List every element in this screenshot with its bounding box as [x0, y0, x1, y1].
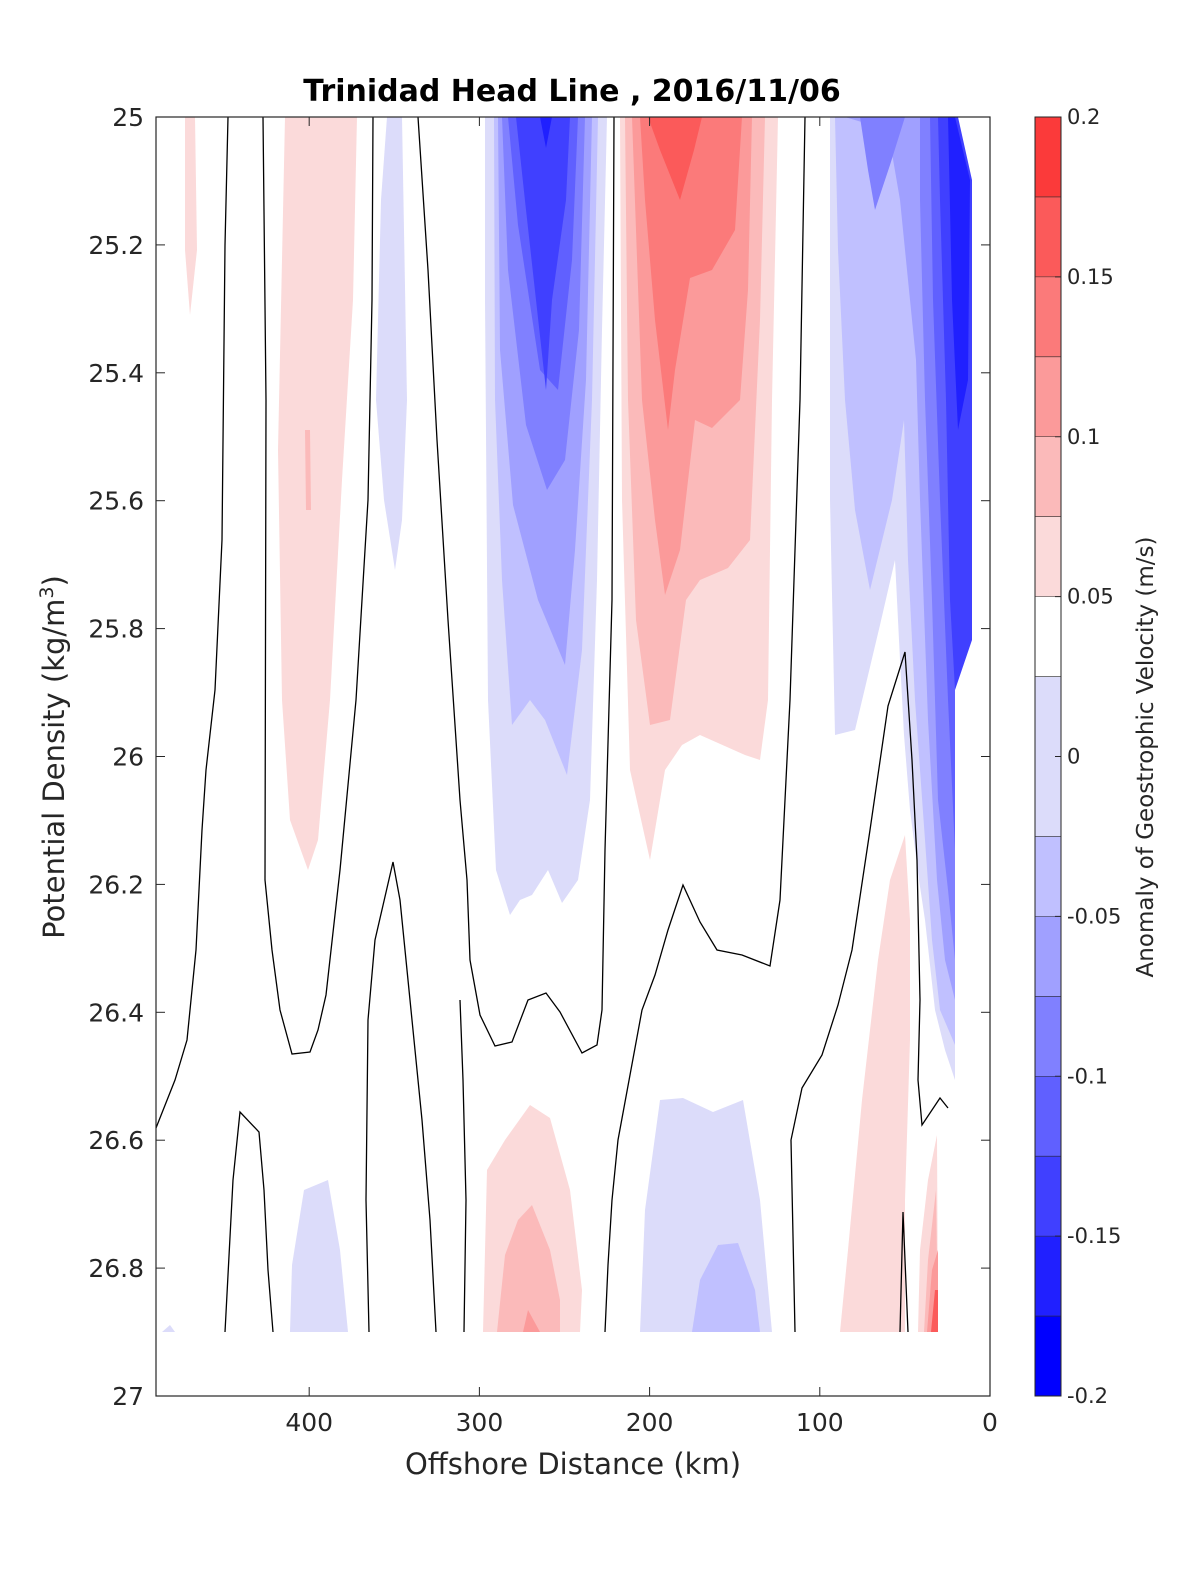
colorbar-segment: [1035, 516, 1061, 597]
zero-contour: [604, 116, 806, 1333]
x-tick-label: 300: [456, 1408, 504, 1437]
colorbar-segment: [1035, 836, 1061, 917]
y-tick-label: 26.2: [88, 870, 144, 899]
contour-fill: [648, 117, 702, 200]
colorbar-segment: [1035, 356, 1061, 437]
contour-fill: [376, 117, 407, 570]
x-tick-label: 100: [796, 1408, 844, 1437]
zero-contour: [417, 116, 615, 1054]
y-axis-label: Potential Density (kg/m3): [36, 575, 71, 939]
colorbar-segment: [1035, 1076, 1061, 1157]
x-tick-label: 0: [982, 1408, 998, 1437]
colorbar-tick-label: -0.15: [1067, 1224, 1121, 1248]
colorbar-segment: [1035, 196, 1061, 277]
colorbar-ticks: 0.2 0.15 0.1 0.05 0 -0.05 -0.1 -0.15 -0.2: [1055, 105, 1121, 1408]
contour-fill: [523, 1310, 540, 1332]
colorbar-segment: [1035, 117, 1061, 197]
contour-fill: [278, 117, 357, 870]
zero-contour: [224, 1110, 274, 1333]
colorbar-tick-label: -0.05: [1067, 904, 1121, 928]
colorbar-segment: [1035, 1156, 1061, 1237]
zero-contour: [262, 116, 374, 1055]
y-axis-label-superscript: 3: [36, 586, 58, 598]
colorbar-segment: [1035, 996, 1061, 1077]
colorbar-segment: [1035, 596, 1061, 677]
y-tick-label: 25.4: [88, 359, 144, 388]
contour-fill: [305, 430, 311, 510]
contour-fill: [162, 1325, 175, 1332]
contour-fill: [185, 117, 197, 315]
colorbar-tick-label: -0.1: [1067, 1064, 1108, 1088]
zero-contour: [155, 116, 229, 1129]
y-tick-label: 25.2: [88, 231, 144, 260]
colorbar-tick-label: 0.1: [1067, 425, 1100, 449]
y-axis-label-close: ): [37, 575, 71, 586]
contour-fill: [516, 117, 570, 390]
y-tick-label: 26.4: [88, 998, 144, 1027]
colorbar-segment: [1035, 916, 1061, 997]
y-tick-label: 26.8: [88, 1254, 144, 1283]
y-tick-label: 25.8: [88, 615, 144, 644]
colorbar-segment: [1035, 276, 1061, 357]
contour-fills: [162, 117, 972, 1332]
zero-contour-lines: [155, 116, 949, 1333]
y-tick-label: 25: [112, 103, 144, 132]
zero-contour: [365, 861, 437, 1333]
colorbar-tick-label: 0.2: [1067, 105, 1100, 129]
contour-fill: [640, 117, 742, 430]
x-tick-label: 200: [626, 1408, 674, 1437]
plot-area: 25 25.2 25.4 25.6 25.8 26 26.2 26.4 26.6 26.8 27 4…: [88, 103, 998, 1437]
chart-title: Trinidad Head Line , 2016/11/06: [303, 74, 840, 109]
colorbar-tick-label: 0: [1067, 745, 1080, 769]
x-axis-label: Offshore Distance (km): [405, 1447, 741, 1481]
contour-fill: [692, 1243, 760, 1332]
colorbar-segment: [1035, 1236, 1061, 1317]
y-tick-label: 27: [112, 1382, 144, 1411]
y-axis-label-main: Potential Density (kg/m: [37, 599, 71, 939]
colorbar-segment: [1035, 1316, 1061, 1396]
y-tick-label: 26.6: [88, 1126, 144, 1155]
colorbar: 0.2 0.15 0.1 0.05 0 -0.05 -0.1 -0.15 -0.2: [1034, 105, 1121, 1408]
zero-contour: [899, 1211, 909, 1333]
colorbar-tick-label: 0.05: [1067, 585, 1114, 609]
colorbar-segment: [1035, 436, 1061, 517]
contour-fill: [931, 1290, 938, 1332]
zero-contour: [459, 999, 467, 1333]
zero-contour: [790, 651, 949, 1333]
colorbar-segments: [1035, 116, 1061, 1397]
colorbar-tick-label: 0.15: [1067, 265, 1114, 289]
colorbar-label: Anomaly of Geostrophic Velocity (m/s): [1133, 537, 1159, 978]
contour-fill: [948, 117, 970, 430]
x-axis-ticks: 400 300 200 100 0: [285, 117, 998, 1437]
colorbar-tick-label: -0.2: [1067, 1384, 1108, 1408]
contour-fill: [840, 835, 910, 1332]
y-axis-ticks: 25 25.2 25.4 25.6 25.8 26 26.2 26.4 26.6 26.8 27: [88, 103, 990, 1411]
y-tick-label: 26: [112, 743, 144, 772]
contour-fill: [497, 1205, 560, 1332]
y-tick-label: 25.6: [88, 487, 144, 516]
contour-fill: [290, 1180, 348, 1332]
contour-fill: [860, 117, 905, 210]
contour-fill: [540, 117, 552, 148]
x-tick-label: 400: [285, 1408, 333, 1437]
